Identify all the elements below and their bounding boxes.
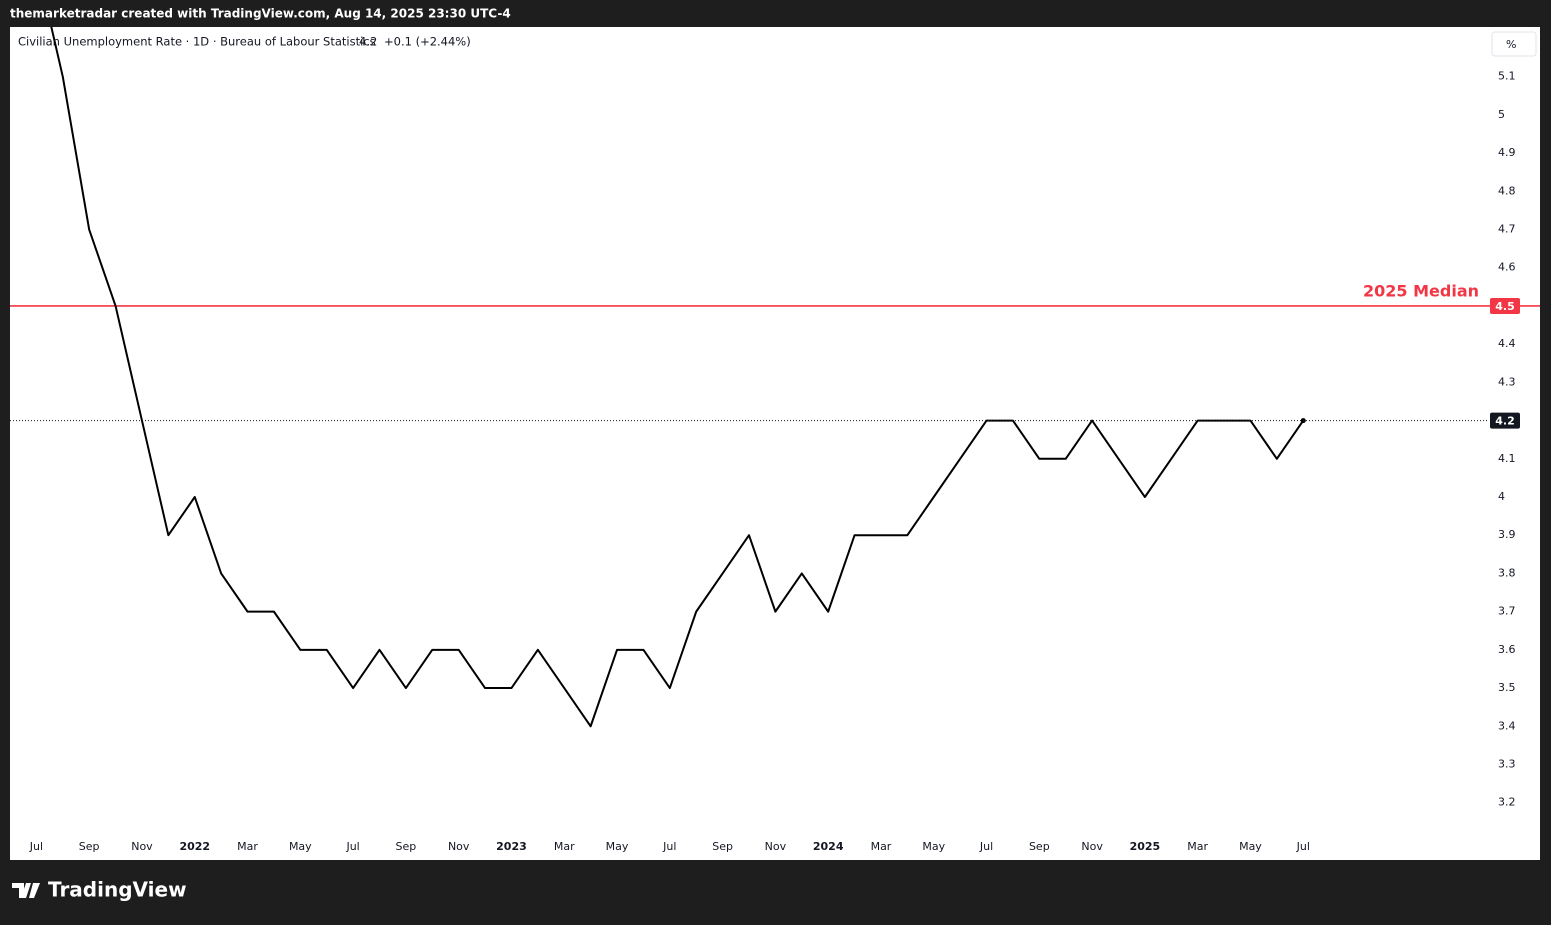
y-tick-label: 4.6 xyxy=(1498,261,1516,274)
x-tick-label: Nov xyxy=(131,840,153,853)
chart-title: Civilian Unemployment Rate · 1D · Bureau… xyxy=(18,35,376,49)
series xyxy=(50,27,1305,728)
y-tick-label: 3.3 xyxy=(1498,757,1516,770)
y-tick-label: 4.4 xyxy=(1498,337,1516,350)
y-tick-label: 4.9 xyxy=(1498,146,1516,159)
median-value: 4.5 xyxy=(1495,300,1515,313)
y-tick-label: 3.5 xyxy=(1498,681,1516,694)
series-line xyxy=(50,27,1305,728)
x-tick-label: Jul xyxy=(979,840,993,853)
x-tick-label: Nov xyxy=(1081,840,1103,853)
x-tick-label: Nov xyxy=(765,840,787,853)
x-tick-label: Jul xyxy=(662,840,676,853)
y-tick-label: 4.3 xyxy=(1498,375,1516,388)
y-tick-label: 4 xyxy=(1498,490,1505,503)
x-tick-label: 2024 xyxy=(813,840,844,853)
y-tick-label: 5 xyxy=(1498,108,1505,121)
median-label: 2025 Median xyxy=(1363,281,1479,300)
x-tick-label: May xyxy=(606,840,629,853)
brand: TradingView xyxy=(48,878,187,902)
x-tick-label: Jul xyxy=(29,840,43,853)
y-tick-label: 3.9 xyxy=(1498,528,1516,541)
header-change: +0.1 (+2.44%) xyxy=(384,35,471,49)
chart-area xyxy=(10,27,1540,860)
y-tick-label: 3.7 xyxy=(1498,605,1516,618)
x-tick-label: Jul xyxy=(345,840,359,853)
x-tick-label: 2023 xyxy=(496,840,527,853)
x-tick-label: 2022 xyxy=(179,840,210,853)
x-tick-label: Mar xyxy=(1187,840,1208,853)
y-tick-label: 3.6 xyxy=(1498,643,1516,656)
x-tick-label: Sep xyxy=(1029,840,1050,853)
x-tick-label: Nov xyxy=(448,840,470,853)
unit-button[interactable] xyxy=(1491,31,1537,57)
logo xyxy=(12,883,40,898)
y-tick-label: 3.8 xyxy=(1498,566,1516,579)
x-tick-label: May xyxy=(1239,840,1262,853)
x-tick-label: Jul xyxy=(1296,840,1310,853)
last-value: 4.2 xyxy=(1495,415,1515,428)
y-tick-label: 4.7 xyxy=(1498,223,1516,236)
credit: themarketradar created with TradingView.… xyxy=(10,7,511,21)
y-tick-label: 4.1 xyxy=(1498,452,1516,465)
x-tick-label: Mar xyxy=(554,840,575,853)
last-value-badge xyxy=(1490,412,1520,429)
x-tick-label: May xyxy=(922,840,945,853)
y-tick-label: 3.2 xyxy=(1498,796,1516,809)
x-tick-label: May xyxy=(289,840,312,853)
x-tick-label: Mar xyxy=(237,840,258,853)
y-tick-label: 5.1 xyxy=(1498,70,1516,83)
x-tick-label: Sep xyxy=(712,840,733,853)
header-value: 4.2 xyxy=(359,35,377,49)
x-tick-label: Mar xyxy=(871,840,892,853)
unit: % xyxy=(1506,38,1516,51)
x-tick-label: Sep xyxy=(396,840,417,853)
x-tick-label: Sep xyxy=(79,840,100,853)
x-tick-label: 2025 xyxy=(1130,840,1161,853)
median-badge xyxy=(1490,297,1520,314)
y-tick-label: 3.4 xyxy=(1498,719,1516,732)
y-tick-label: 4.8 xyxy=(1498,184,1516,197)
